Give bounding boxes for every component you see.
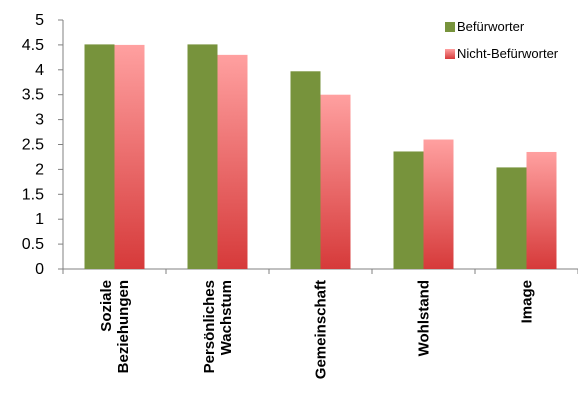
category-label-group: Soziale Beziehungen bbox=[98, 280, 132, 373]
y-tick-labels: 0 0.5 1 1.5 2 2.5 3 3.5 4 4.5 5 bbox=[22, 12, 44, 278]
y-tick-label: 1 bbox=[35, 211, 44, 228]
legend-swatch-befuerworter bbox=[445, 22, 455, 32]
category-labels: Soziale Beziehungen Persönliches Wachstum Ge… bbox=[98, 280, 536, 379]
y-tick-label: 0.5 bbox=[22, 236, 44, 253]
y-tick-label: 3.5 bbox=[22, 87, 44, 104]
y-tick-label: 3 bbox=[35, 112, 44, 129]
bar-nicht-befuerworter-2 bbox=[217, 54, 248, 269]
bar-nicht-befuerworter-1 bbox=[114, 44, 145, 270]
category-label-group: Image bbox=[519, 280, 536, 323]
bar-befuerworter-3 bbox=[290, 71, 321, 269]
bar-nicht-befuerworter-5 bbox=[526, 151, 557, 269]
y-tick-label: 0 bbox=[35, 261, 44, 278]
category-label: Gemeinschaft bbox=[313, 280, 330, 379]
bar-nicht-befuerworter-3 bbox=[320, 94, 351, 269]
axes bbox=[58, 19, 578, 274]
y-tick-label: 4.5 bbox=[22, 37, 44, 54]
category-label: Wachstum bbox=[218, 280, 235, 355]
y-tick-label: 2 bbox=[35, 161, 44, 178]
bar-befuerworter-4 bbox=[393, 151, 424, 269]
category-label: Persönliches bbox=[201, 280, 218, 373]
y-tick-label: 4 bbox=[35, 62, 44, 79]
y-tick-label: 5 bbox=[35, 12, 44, 29]
category-label: Soziale bbox=[98, 280, 115, 332]
category-label-group: Gemeinschaft bbox=[313, 280, 330, 379]
legend-label-befuerworter: Befürworter bbox=[457, 19, 525, 34]
bar-nicht-befuerworter-4 bbox=[423, 139, 454, 269]
legend-swatch-nicht-befuerworter bbox=[445, 49, 455, 59]
category-label: Image bbox=[519, 280, 536, 323]
bars bbox=[84, 44, 557, 270]
category-label-group: Wohlstand bbox=[416, 280, 433, 356]
y-tick-label: 1.5 bbox=[22, 186, 44, 203]
category-label-group: Persönliches Wachstum bbox=[201, 280, 235, 373]
y-tick-label: 2.5 bbox=[22, 137, 44, 154]
legend: Befürworter Nicht-Befürworter bbox=[445, 19, 559, 61]
category-label: Beziehungen bbox=[115, 280, 132, 373]
bar-befuerworter-5 bbox=[496, 167, 527, 269]
legend-label-nicht-befuerworter: Nicht-Befürworter bbox=[457, 46, 559, 61]
bar-befuerworter-1 bbox=[84, 44, 115, 269]
bar-befuerworter-2 bbox=[187, 44, 218, 269]
category-label: Wohlstand bbox=[416, 280, 433, 356]
